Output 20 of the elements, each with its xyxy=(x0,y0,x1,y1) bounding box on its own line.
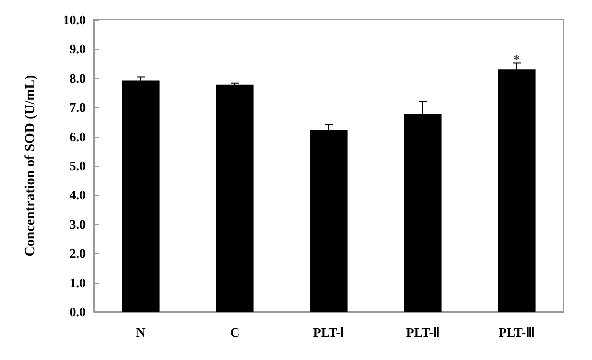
y-tick-label: 4.0 xyxy=(70,188,86,203)
x-tick-label: PLT-Ⅰ xyxy=(313,325,345,340)
y-axis-title: Concentration of SOD (U/mL) xyxy=(24,74,38,257)
y-tick-label: 6.0 xyxy=(70,129,86,144)
y-tick-label: 7.0 xyxy=(70,100,86,116)
annotation: * xyxy=(514,52,520,67)
y-tick-label: 5.0 xyxy=(70,158,86,174)
bar xyxy=(122,80,160,312)
x-tick-label: N xyxy=(136,325,146,340)
y-tick-label: 1.0 xyxy=(70,275,86,290)
y-tick-label: 8.0 xyxy=(70,70,86,86)
x-tick-label: PLT-Ⅱ xyxy=(406,325,440,340)
y-tick-label: 9.0 xyxy=(70,42,86,57)
y-tick-label: 2.0 xyxy=(70,246,86,262)
y-tick-label: 0.0 xyxy=(70,304,86,320)
x-tick-label: C xyxy=(230,325,240,340)
bar xyxy=(216,84,254,312)
x-tick-label: PLT-Ⅲ xyxy=(498,325,536,340)
y-tick-label: 10.0 xyxy=(63,12,86,28)
y-tick-label: 3.0 xyxy=(70,216,86,232)
